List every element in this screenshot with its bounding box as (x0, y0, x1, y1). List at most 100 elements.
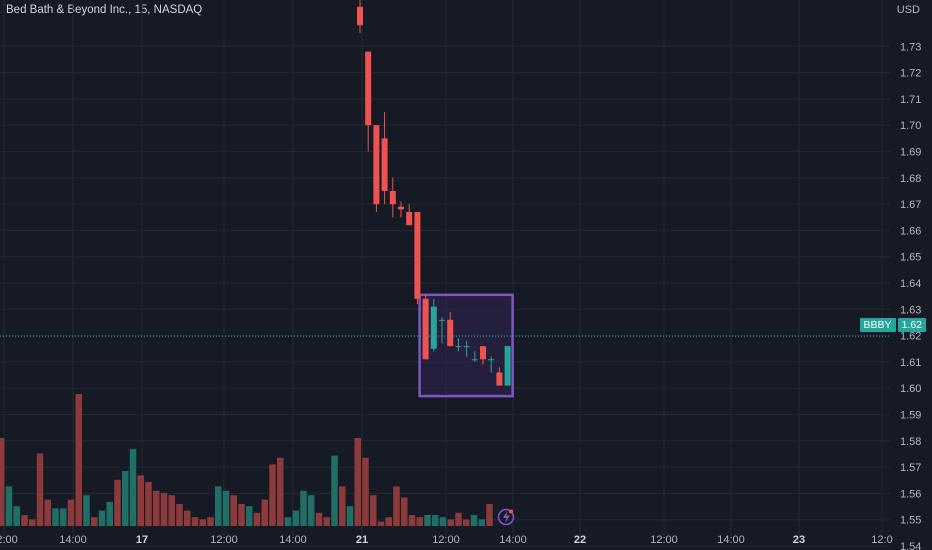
candle-body (414, 211, 421, 299)
candle-body (439, 319, 445, 321)
volume-bar (463, 519, 470, 526)
y-tick-label: 1.66 (900, 225, 921, 237)
volume-bar (215, 486, 222, 526)
volume-bar (44, 499, 51, 526)
volume-bar (455, 512, 462, 526)
volume-bar (5, 486, 13, 526)
candle-body (480, 346, 486, 360)
volume-bar (207, 517, 214, 526)
volume-bar (160, 493, 168, 526)
currency-label: USD (896, 4, 920, 16)
y-tick-label: 1.58 (900, 436, 921, 448)
volume-bar (393, 486, 400, 526)
y-tick-label: 1.61 (900, 357, 921, 369)
volume-bar (300, 490, 307, 526)
y-tick-label: 1.59 (900, 410, 921, 422)
volume-bar (184, 510, 191, 526)
candle-body (504, 346, 511, 386)
candle-body (447, 319, 454, 347)
candle-body (455, 346, 462, 348)
volume-bar (269, 464, 276, 526)
volume-bar (222, 490, 230, 526)
x-tick-label: 12:00 (210, 534, 238, 546)
volume-bar (36, 453, 44, 526)
volume-bar (114, 479, 121, 526)
candle-body (496, 372, 503, 386)
volume-bar (424, 515, 431, 526)
volume-bar (199, 519, 206, 526)
volume-bar (362, 457, 369, 526)
volume-bar (129, 449, 137, 526)
volume-bar (416, 517, 423, 526)
x-tick-label: 12:00 (0, 534, 18, 546)
candle-body (463, 346, 470, 348)
volume-bar (83, 495, 90, 526)
y-tick-label: 1.67 (900, 199, 921, 211)
volume-bar (486, 504, 493, 526)
volume-bar (370, 495, 377, 526)
volume-bar (354, 438, 361, 526)
y-tick-label: 1.73 (900, 41, 921, 53)
volume-bar (432, 515, 439, 526)
candle-body (422, 298, 429, 360)
volume-bar (238, 504, 245, 526)
y-tick-label: 1.56 (900, 488, 921, 500)
x-tick-label: 14:00 (499, 534, 527, 546)
candle-body (430, 306, 437, 349)
candle-body (389, 190, 396, 205)
volume-bar (253, 512, 261, 526)
y-tick-label: 1.62 (900, 331, 921, 343)
volume-bar (339, 486, 346, 526)
x-tick-label: 14:00 (279, 534, 307, 546)
volume-bar (0, 438, 5, 526)
last-price-symbol: BBBY (859, 318, 896, 332)
y-tick-label: 1.65 (900, 252, 921, 264)
volume-bar (153, 490, 160, 526)
volume-bar (261, 499, 268, 526)
x-tick-label: 14:00 (717, 534, 745, 546)
x-tick-label: 17 (136, 534, 148, 546)
x-tick-label: 14:00 (59, 534, 87, 546)
volume-bar (331, 455, 338, 526)
volume-bar (52, 508, 59, 526)
candle-body (398, 206, 404, 210)
candle-body (488, 359, 495, 361)
x-tick-label: 12:00 (432, 534, 460, 546)
y-tick-label: 1.69 (900, 147, 921, 159)
volume-bar (478, 519, 485, 526)
volume-bar (122, 471, 129, 526)
volume-bar (91, 517, 98, 526)
last-price-value: 1.62 (897, 318, 926, 332)
y-tick-label: 1.64 (900, 278, 921, 290)
volume-bar (60, 508, 67, 526)
volume-bar (67, 499, 75, 526)
volume-bar (323, 517, 330, 526)
x-tick-label: 21 (356, 534, 368, 546)
candle-body (373, 125, 380, 205)
y-tick-label: 1.68 (900, 173, 921, 185)
volume-bar (308, 495, 315, 526)
volume-bar (98, 510, 106, 526)
volume-bar (230, 495, 237, 526)
volume-bar (315, 512, 323, 526)
candle-body (406, 211, 413, 226)
volume-bar (137, 475, 144, 526)
volume-bar (470, 515, 478, 526)
volume-bar (21, 515, 28, 526)
volume-bar (401, 497, 408, 526)
y-tick-label: 1.60 (900, 383, 921, 395)
candle-body (357, 6, 363, 26)
volume-bar (29, 519, 36, 526)
candle-body (365, 51, 372, 126)
y-tick-label: 1.57 (900, 462, 921, 474)
y-tick-label: 1.72 (900, 68, 921, 80)
volume-bar (75, 394, 82, 526)
x-tick-label: 12:00 (650, 534, 678, 546)
lightning-clock-icon[interactable] (497, 508, 515, 526)
volume-bar (385, 517, 392, 526)
candle-body (471, 359, 478, 361)
volume-bar (168, 495, 175, 526)
x-tick-label: 12:0 (871, 534, 892, 546)
y-tick-label: 1.71 (900, 94, 921, 106)
